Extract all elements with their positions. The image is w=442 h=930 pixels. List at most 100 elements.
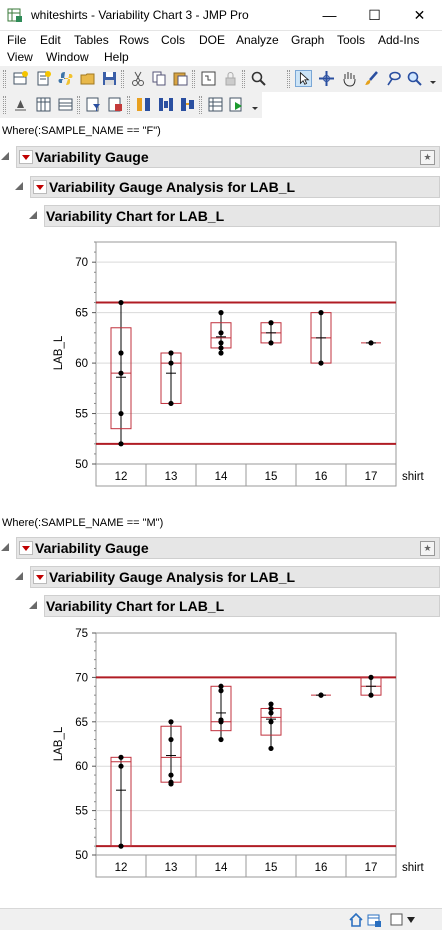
x-tick-label: 14 [215,471,228,483]
menu-add-ins[interactable]: Add-Ins [378,33,420,47]
y-tick-label: 50 [75,850,88,862]
pin-icon[interactable]: ★ [420,150,435,165]
x-tick-label: 13 [165,471,178,483]
toolbar-grip[interactable] [3,96,6,114]
toolbar-grip[interactable] [287,70,290,88]
columns-icon[interactable] [35,96,52,113]
copy-icon[interactable] [151,70,168,87]
toolbar-grip[interactable] [3,70,6,88]
paste-icon[interactable] [172,70,189,87]
plot-frame [95,241,397,487]
x-tick-label: 13 [165,862,178,874]
data-point [168,736,174,743]
toolbar-grip[interactable] [127,96,130,114]
journal-icon[interactable] [200,70,217,87]
outline-variability-gauge[interactable]: Variability Gauge ★ [1,537,440,559]
where-clause: Where(:SAMPLE_NAME == "F") [2,125,161,137]
menu-help[interactable]: Help [104,50,129,64]
new-table-icon[interactable] [12,70,29,87]
chevron-down-icon[interactable] [406,915,416,925]
red-triangle-menu-icon[interactable] [19,150,33,164]
row-icon[interactable] [12,96,29,113]
plot-frame [95,632,397,878]
window-list-icon[interactable] [366,912,382,928]
red-triangle-menu-icon[interactable] [19,541,33,555]
data-point [268,710,274,716]
menu-rows[interactable]: Rows [119,33,150,47]
toolbar-grip[interactable] [242,70,245,88]
disclosure-triangle-icon[interactable] [15,182,23,190]
toolbar-grip[interactable] [192,70,195,88]
hand-tool-icon[interactable] [341,70,358,87]
menu-tables[interactable]: Tables [74,33,109,47]
arrow-tool-icon[interactable] [295,70,312,87]
data-point [168,781,174,787]
sort-icon[interactable] [135,96,152,113]
lock-icon[interactable] [222,70,239,87]
data-point [118,370,124,376]
menu-analyze[interactable]: Analyze [236,33,279,47]
disclosure-triangle-icon[interactable] [15,572,23,580]
minimize-button[interactable]: — [322,7,337,23]
outline-variability-chart[interactable]: Variability Chart for LAB_L [29,205,440,227]
disclosure-triangle-icon[interactable] [29,211,37,219]
close-button[interactable]: ✕ [413,7,426,23]
filter-icon[interactable] [85,96,102,113]
crosshair-tool-icon[interactable] [318,70,335,87]
join-icon[interactable] [179,96,196,113]
y-tick-label: 55 [75,806,88,818]
menu-cols[interactable]: Cols [161,33,186,47]
cut-icon[interactable] [130,70,147,87]
toolbar-grip[interactable] [77,96,80,114]
disclosure-triangle-icon[interactable] [1,543,9,551]
menu-tools[interactable]: Tools [337,33,366,47]
subset-icon[interactable] [107,96,124,113]
menu-graph[interactable]: Graph [291,33,325,47]
toolbar-overflow-icon[interactable] [249,96,261,113]
toolbar-grip[interactable] [121,70,124,88]
menu-view[interactable]: View [7,50,33,64]
lasso-tool-icon[interactable] [385,70,402,87]
menu-edit[interactable]: Edit [40,33,61,47]
new-script-icon[interactable] [35,70,52,87]
home-icon[interactable] [348,912,364,928]
window-titlebar: whiteshirts - Variability Chart 3 - JMP … [0,0,442,31]
outline-gauge-analysis[interactable]: Variability Gauge Analysis for LAB_L [15,176,440,198]
disclosure-triangle-icon[interactable] [1,152,9,160]
python-icon[interactable] [57,70,74,87]
disclosure-triangle-icon[interactable] [29,601,37,609]
outline-variability-chart[interactable]: Variability Chart for LAB_L [29,595,440,617]
y-tick-label: 75 [75,628,88,640]
data-point [168,360,174,366]
data-point [118,441,124,447]
summary-icon[interactable] [207,96,224,113]
data-point [218,688,224,694]
data-point [218,736,224,743]
magnifier-tool-icon[interactable] [406,70,423,87]
save-icon[interactable] [101,70,118,87]
brush-tool-icon[interactable] [363,70,380,87]
data-point [268,320,274,326]
outline-title: Variability Gauge Analysis for LAB_L [49,569,296,585]
data-point [118,843,124,849]
menu-file[interactable]: File [7,33,27,47]
menu-bar: File Edit Tables Rows Cols DOE Analyze G… [0,31,442,65]
outline-variability-gauge[interactable]: Variability Gauge ★ [1,146,440,168]
outline-gauge-analysis[interactable]: Variability Gauge Analysis for LAB_L [15,566,440,588]
data-point [118,410,124,417]
search-icon[interactable] [250,70,267,87]
open-icon[interactable] [80,70,97,87]
window-select-icon[interactable] [390,913,403,926]
menu-window[interactable]: Window [46,50,89,64]
toolbar-grip[interactable] [199,96,202,114]
split-icon[interactable] [157,96,174,113]
pin-icon[interactable]: ★ [420,541,435,556]
table-icon[interactable] [57,96,74,113]
red-triangle-menu-icon[interactable] [33,180,47,194]
run-script-icon[interactable] [228,96,245,113]
menu-doe[interactable]: DOE [199,33,226,47]
toolbar-overflow-icon[interactable] [427,70,439,87]
report-window: Where(:SAMPLE_NAME == "F") Variability G… [0,118,442,908]
maximize-button[interactable]: ☐ [368,7,381,23]
red-triangle-menu-icon[interactable] [33,570,47,584]
